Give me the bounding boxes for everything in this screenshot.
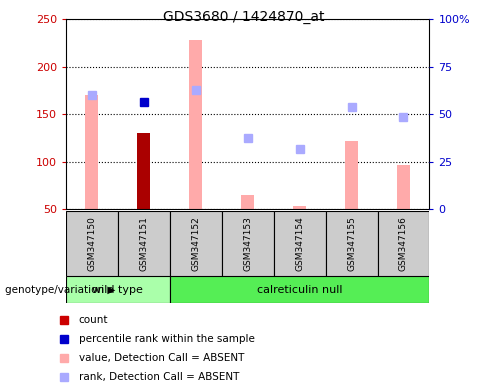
Bar — [137, 133, 150, 209]
Bar — [222, 211, 274, 276]
Bar — [170, 211, 222, 276]
Text: value, Detection Call = ABSENT: value, Detection Call = ABSENT — [79, 353, 244, 363]
Bar — [274, 211, 325, 276]
Bar — [66, 276, 170, 303]
Bar — [85, 95, 99, 209]
Bar — [397, 165, 410, 209]
Text: GSM347152: GSM347152 — [191, 216, 200, 270]
Bar — [241, 195, 254, 209]
Bar — [66, 211, 118, 276]
Text: GDS3680 / 1424870_at: GDS3680 / 1424870_at — [163, 10, 325, 23]
Text: calreticulin null: calreticulin null — [257, 285, 343, 295]
Text: percentile rank within the sample: percentile rank within the sample — [79, 334, 254, 344]
Text: GSM347155: GSM347155 — [347, 216, 356, 271]
Bar — [378, 211, 429, 276]
Text: GSM347150: GSM347150 — [87, 216, 96, 271]
Text: GSM347154: GSM347154 — [295, 216, 304, 270]
Text: rank, Detection Call = ABSENT: rank, Detection Call = ABSENT — [79, 372, 239, 382]
Bar — [170, 276, 429, 303]
Bar — [345, 141, 358, 209]
Text: genotype/variation ▶: genotype/variation ▶ — [5, 285, 115, 295]
Bar — [189, 40, 202, 209]
Text: GSM347156: GSM347156 — [399, 216, 408, 271]
Bar — [325, 211, 378, 276]
Text: wild type: wild type — [92, 285, 143, 295]
Text: GSM347151: GSM347151 — [139, 216, 148, 271]
Bar — [293, 207, 306, 209]
Text: GSM347153: GSM347153 — [243, 216, 252, 271]
Text: count: count — [79, 315, 108, 325]
Bar — [118, 211, 170, 276]
